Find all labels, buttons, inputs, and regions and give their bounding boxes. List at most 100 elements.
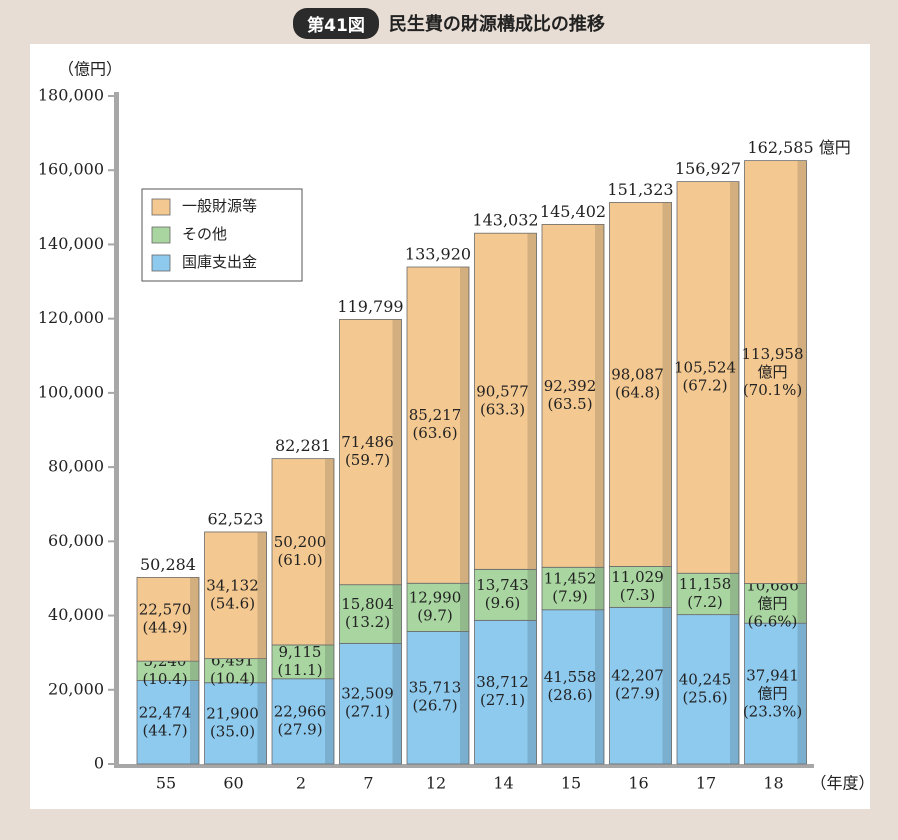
data-label-pct: (28.6) bbox=[547, 686, 592, 704]
data-label: 105,524 bbox=[674, 358, 736, 376]
bar-shade bbox=[730, 573, 739, 615]
data-label: 11,452 bbox=[544, 570, 597, 588]
data-label-pct: (9.7) bbox=[417, 606, 453, 624]
bar-segment bbox=[541, 566, 605, 611]
x-tick-label: 7 bbox=[363, 774, 373, 793]
bar-segment bbox=[271, 458, 335, 646]
y-tick bbox=[108, 169, 116, 172]
data-label-pct: (27.9) bbox=[277, 720, 322, 738]
bar-shade bbox=[662, 566, 672, 607]
total-label: 82,281 bbox=[275, 436, 331, 455]
legend-label: その他 bbox=[182, 225, 227, 243]
x-tick-label: 14 bbox=[493, 774, 513, 793]
y-tick bbox=[108, 466, 116, 469]
data-label-pct: (63.5) bbox=[547, 395, 592, 413]
bar-shade bbox=[325, 679, 334, 764]
bar-segment bbox=[339, 319, 402, 586]
bar-shade bbox=[190, 661, 199, 681]
x-tick-label: 15 bbox=[561, 774, 581, 793]
figure-number-badge: 第41図 bbox=[293, 7, 379, 39]
total-label: 50,284 bbox=[140, 555, 196, 574]
chart-title: 民生費の財源構成比の推移 bbox=[388, 14, 605, 35]
data-label-pct: (7.2) bbox=[687, 593, 723, 611]
x-tick-label: 2 bbox=[296, 774, 306, 793]
bar-segment bbox=[609, 566, 672, 608]
y-tick bbox=[108, 95, 116, 97]
data-label: 13,743 bbox=[476, 576, 529, 594]
x-axis-unit-label: （年度） bbox=[811, 774, 871, 793]
y-tick bbox=[108, 243, 116, 246]
data-label: 15,804 bbox=[341, 595, 394, 613]
bar-shade bbox=[730, 182, 739, 573]
bar-shade bbox=[527, 620, 537, 764]
y-tick bbox=[108, 614, 116, 617]
bar-segment bbox=[271, 644, 335, 680]
bar-segment bbox=[474, 619, 537, 765]
data-label: 92,392 bbox=[544, 377, 597, 395]
x-axis-line bbox=[114, 764, 814, 768]
bar-shade bbox=[257, 683, 267, 764]
data-label: 22,570 bbox=[139, 600, 192, 618]
total-label: 156,927 bbox=[675, 159, 741, 178]
y-tick bbox=[108, 317, 116, 320]
bar-shade bbox=[190, 681, 199, 764]
bar-segment bbox=[474, 232, 537, 570]
legend-label: 一般財源等 bbox=[182, 197, 257, 215]
bar-segment bbox=[744, 583, 807, 624]
bar-shade bbox=[392, 643, 402, 764]
bar-shade bbox=[595, 610, 604, 764]
total-label: 62,523 bbox=[208, 509, 264, 528]
data-label-unit: 億円 bbox=[757, 363, 787, 381]
data-label-pct: (10.4) bbox=[210, 670, 255, 688]
y-tick bbox=[108, 540, 116, 543]
stacked-bar-chart: 0 20,000 40,000 60,000 80,000 100,000 120,000 1… bbox=[38, 60, 871, 793]
total-label: 143,032 bbox=[472, 211, 538, 230]
data-label-pct: (27.1) bbox=[480, 691, 525, 709]
bar-segment bbox=[136, 680, 200, 765]
data-label-pct: (25.6) bbox=[682, 688, 727, 706]
y-tick-label: 120,000 bbox=[38, 308, 104, 327]
data-label: 85,217 bbox=[409, 406, 462, 424]
legend-swatch bbox=[151, 226, 171, 244]
data-label-pct: (7.3) bbox=[620, 586, 656, 604]
y-axis-unit-label: （億円） bbox=[58, 60, 122, 79]
y-tick-label: 60,000 bbox=[48, 531, 104, 550]
data-label-pct: (7.9) bbox=[552, 588, 588, 606]
bar-shade bbox=[257, 659, 267, 683]
data-label: 32,509 bbox=[341, 685, 394, 703]
x-tick-label: 17 bbox=[696, 774, 716, 793]
bar-segment bbox=[136, 576, 200, 662]
data-label: 37,941 bbox=[746, 667, 799, 685]
data-label: 11,158 bbox=[679, 575, 732, 593]
data-label: 98,087 bbox=[611, 365, 664, 383]
y-tick bbox=[108, 391, 116, 394]
data-label-pct: (64.8) bbox=[615, 383, 660, 401]
bar-shade bbox=[797, 623, 807, 764]
data-label: 90,577 bbox=[476, 382, 529, 400]
data-label-pct: (63.3) bbox=[480, 400, 525, 418]
legend-swatch bbox=[151, 198, 171, 216]
bar-shade bbox=[527, 569, 537, 620]
data-label-pct: (63.6) bbox=[412, 424, 457, 442]
bar-segment bbox=[676, 614, 740, 765]
total-label: 133,920 bbox=[405, 245, 471, 264]
bar-segment bbox=[609, 202, 672, 567]
data-label: 11,029 bbox=[611, 568, 664, 586]
bar-segment bbox=[744, 160, 807, 584]
bar-segment bbox=[541, 223, 605, 568]
data-label: 22,474 bbox=[139, 703, 192, 721]
data-label-pct: (44.9) bbox=[142, 618, 187, 636]
data-label-pct: (23.3%) bbox=[743, 703, 802, 721]
bar-segment bbox=[676, 181, 740, 574]
x-tick-label: 60 bbox=[223, 774, 243, 793]
bar-shade bbox=[460, 583, 469, 631]
data-label-pct: (26.7) bbox=[412, 697, 457, 715]
y-tick-label: 100,000 bbox=[38, 382, 104, 401]
data-label-pct: (44.7) bbox=[142, 721, 187, 739]
y-tick-label: 180,000 bbox=[38, 86, 104, 105]
bar-segment bbox=[609, 606, 672, 765]
bar-shade bbox=[257, 532, 267, 659]
data-label: 40,245 bbox=[679, 670, 732, 688]
bar-segment bbox=[204, 682, 267, 765]
y-tick-label: 80,000 bbox=[48, 457, 104, 476]
